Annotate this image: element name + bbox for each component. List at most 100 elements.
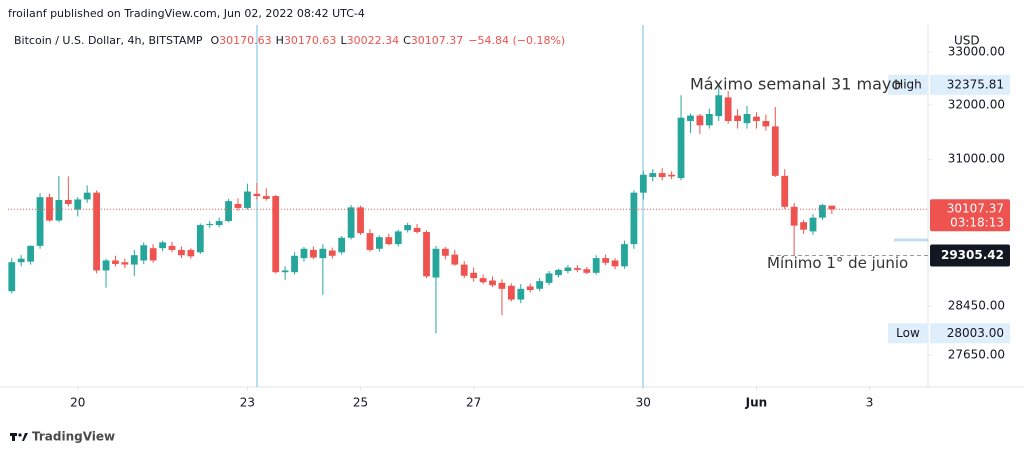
- x-tick-label: 20: [70, 396, 85, 410]
- candle-body: [470, 272, 478, 279]
- candle-body: [753, 116, 760, 121]
- candle-body: [376, 237, 383, 249]
- high-name-box: [888, 74, 928, 95]
- candle-body: [451, 254, 459, 265]
- candle-body: [413, 227, 421, 232]
- ohlc-key: C: [403, 34, 411, 47]
- candle-body: [234, 203, 242, 208]
- candle-body: [46, 197, 53, 221]
- candle-body: [357, 207, 364, 234]
- candle-body: [507, 285, 515, 300]
- level-box: [930, 244, 1010, 267]
- low-value: 28003.00: [947, 326, 1004, 340]
- y-tick-label: 33000.00: [948, 45, 1005, 59]
- candle-body: [83, 192, 91, 200]
- ohlc-key: L: [340, 34, 347, 47]
- candle-body: [272, 196, 280, 273]
- candle-body: [687, 115, 694, 121]
- candle-body: [677, 117, 685, 179]
- candle-body: [149, 248, 157, 261]
- candle-body: [140, 245, 148, 261]
- candle-body: [178, 249, 185, 256]
- low-name: Low: [896, 326, 920, 340]
- last-price-box: [930, 199, 1010, 232]
- candle-body: [187, 249, 195, 257]
- ohlc-value: 30107.37: [411, 34, 464, 47]
- x-tick-label: 27: [466, 396, 481, 410]
- y-tick-label: 32000.00: [948, 97, 1005, 111]
- candle-body: [649, 173, 657, 177]
- x-tick-label: 30: [636, 396, 651, 410]
- annotation: Mínimo 1° de junio: [767, 254, 908, 272]
- ohlc-key: H: [276, 34, 284, 47]
- candle-body: [715, 95, 723, 117]
- candle-body: [17, 258, 25, 263]
- candle-body: [545, 273, 553, 283]
- candle-body: [130, 255, 138, 265]
- candle-body: [159, 242, 166, 249]
- candle-body: [215, 221, 223, 226]
- watermark-logo: [10, 433, 28, 441]
- candle-body: [281, 270, 289, 273]
- candle-body: [668, 174, 675, 177]
- high-value: 32375.81: [947, 77, 1004, 91]
- candle-body: [526, 286, 534, 291]
- candle-body: [338, 237, 346, 253]
- candle-body: [36, 197, 44, 246]
- candle-body: [800, 222, 807, 230]
- candle-body: [460, 264, 468, 276]
- candle-body: [743, 113, 751, 124]
- candle-body: [639, 174, 647, 193]
- candle-body: [244, 191, 251, 208]
- candle-body: [196, 225, 204, 253]
- candle-body: [328, 250, 336, 256]
- candle-body: [347, 207, 355, 238]
- candle-body: [705, 113, 713, 126]
- candle-body: [573, 268, 581, 270]
- candle-body: [517, 288, 525, 300]
- candle-body: [206, 223, 214, 226]
- candle-body: [781, 175, 789, 207]
- candle-body: [630, 192, 638, 245]
- candle-body: [828, 205, 836, 210]
- candle-body: [74, 199, 82, 210]
- x-tick-label: 25: [353, 396, 368, 410]
- candle-body: [102, 260, 110, 271]
- candle-body: [819, 205, 826, 218]
- candle-body: [112, 260, 119, 264]
- candle-body: [394, 231, 402, 245]
- candle-body: [93, 192, 100, 271]
- y-tick-label: 28450.00: [948, 299, 1005, 313]
- candle-body: [771, 126, 779, 176]
- symbol: Bitcoin / U.S. Dollar, 4h, BITSTAMP: [14, 34, 203, 47]
- candle-body: [536, 281, 544, 289]
- published-note: froilanf published on TradingView.com, J…: [8, 7, 365, 20]
- level-price: 29305.42: [941, 248, 1004, 262]
- candle-body: [611, 260, 619, 267]
- candle-body: [168, 245, 176, 250]
- candle-body: [762, 120, 770, 127]
- candle-body: [64, 200, 72, 204]
- candle-body: [319, 248, 327, 259]
- level-marker: [894, 238, 928, 242]
- ohlc-value: 30170.63: [219, 34, 272, 47]
- ohlc-value: 30022.34: [347, 34, 400, 47]
- candle-body: [696, 115, 704, 126]
- ohlc-value: 30170.63: [284, 34, 337, 47]
- candle-body: [555, 269, 562, 276]
- x-tick-label: 23: [240, 396, 255, 410]
- candle-body: [385, 237, 393, 245]
- candle-body: [225, 201, 232, 222]
- candle-body: [404, 225, 412, 231]
- y-tick-label: 31000.00: [948, 152, 1005, 166]
- candle-body: [658, 173, 666, 177]
- candle-body: [27, 245, 35, 262]
- candle-body: [423, 231, 430, 277]
- currency: USD: [954, 34, 980, 48]
- low-name-box: [888, 323, 928, 344]
- candle-body: [310, 249, 317, 258]
- candle-body: [602, 258, 610, 263]
- candle-body: [621, 244, 628, 267]
